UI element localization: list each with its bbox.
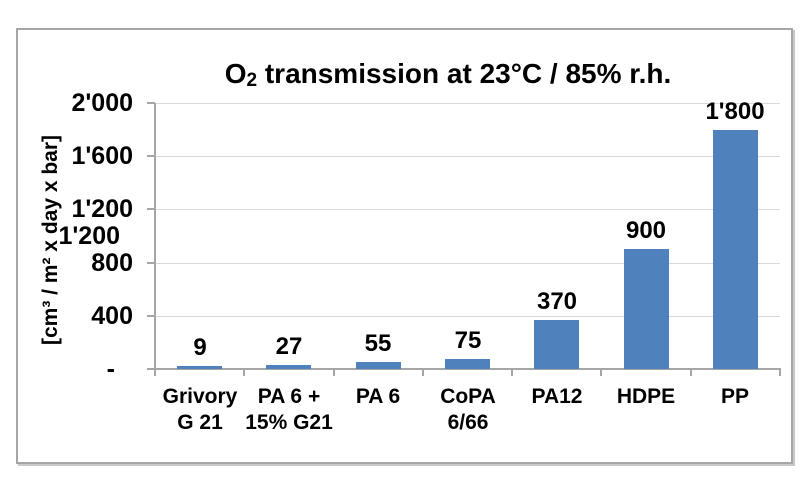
y-axis-tick-label: 800	[91, 249, 133, 277]
stray-duplicate-tick-label: 1'200	[58, 222, 120, 250]
y-axis-tick-label: 1'200	[71, 195, 133, 223]
gridline	[155, 209, 780, 210]
category-label: Grivory G 21	[162, 385, 238, 434]
category-label: PA 6	[355, 385, 401, 408]
chart-title-base: O	[224, 58, 247, 89]
y-axis-tick	[147, 368, 155, 370]
bar	[445, 359, 490, 369]
y-axis-tick	[147, 262, 155, 264]
y-axis-tick	[147, 315, 155, 317]
gridline	[155, 316, 780, 317]
bar-value-label: 75	[454, 327, 482, 354]
x-axis-tick	[154, 369, 156, 376]
category-label: CoPA 6/66	[440, 385, 496, 434]
x-axis-tick	[690, 369, 692, 376]
bar-value-label: 1'800	[705, 98, 765, 125]
x-axis-line	[154, 368, 781, 370]
bar	[713, 130, 758, 369]
y-axis-tick	[147, 155, 155, 157]
y-axis-tick-label: 2'000	[71, 89, 133, 117]
gridline	[155, 263, 780, 264]
bar-value-label: 55	[364, 330, 392, 357]
category-label: PA12	[531, 385, 583, 408]
category-label: HDPE	[616, 385, 676, 408]
bar	[266, 365, 311, 369]
bar	[624, 249, 669, 369]
bar-value-label: 9	[193, 334, 207, 361]
x-axis-tick	[422, 369, 424, 376]
bar	[534, 320, 579, 369]
bar	[177, 366, 222, 369]
gridline	[155, 156, 780, 157]
y-axis-tick-label: 1'600	[71, 142, 133, 170]
y-axis-tick-label: 400	[91, 302, 133, 330]
gridline	[155, 103, 780, 104]
chart-title-subscript: 2	[246, 70, 258, 92]
bar-value-label: 900	[625, 217, 667, 244]
x-axis-tick	[511, 369, 513, 376]
bar-value-label: 370	[536, 288, 578, 315]
chart-title: O2 transmission at 23°C / 85% r.h.	[148, 58, 748, 92]
bar-value-label: 27	[275, 333, 303, 360]
y-axis-tick	[147, 102, 155, 104]
x-axis-tick	[333, 369, 335, 376]
bar	[356, 362, 401, 369]
category-label: PP	[720, 385, 749, 408]
chart-title-rest: transmission at 23°C / 85% r.h.	[257, 58, 672, 89]
chart-frame: O2 transmission at 23°C / 85% r.h. [cm³ …	[16, 28, 793, 464]
y-axis-tick-label: -	[106, 355, 115, 383]
y-axis-line	[154, 103, 156, 370]
x-axis-tick	[243, 369, 245, 376]
category-label: PA 6 + 15% G21	[245, 385, 333, 434]
x-axis-tick	[779, 369, 781, 376]
y-axis-tick	[147, 208, 155, 210]
x-axis-tick	[600, 369, 602, 376]
